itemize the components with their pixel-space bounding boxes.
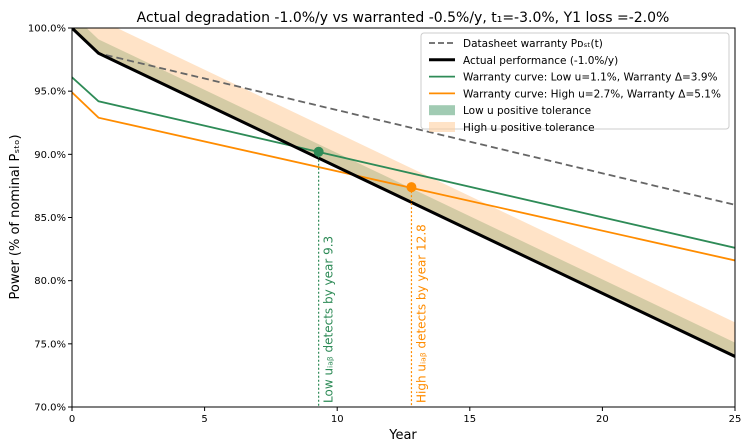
legend-label: Low u positive tolerance	[463, 105, 591, 117]
detection-marker-low-u	[313, 146, 324, 157]
detection-label-high-u: High uᵢₐᵦ detects by year 12.8	[414, 224, 428, 403]
legend-label: Actual performance (-1.0%/y)	[463, 55, 618, 67]
legend-label: High u positive tolerance	[463, 122, 595, 134]
x-tick-label: 15	[463, 414, 476, 425]
x-tick-label: 10	[331, 414, 344, 425]
x-axis-label: Year	[388, 428, 417, 443]
detection-marker-high-u	[406, 182, 417, 193]
legend-label: Warranty curve: Low u=1.1%, Warranty Δ=3…	[463, 72, 717, 84]
y-tick-label: 90.0%	[34, 150, 66, 161]
y-tick-label: 70.0%	[34, 403, 66, 414]
x-tick-label: 0	[69, 414, 75, 425]
warranty-low-u-line	[72, 76, 735, 249]
actual-performance-line	[72, 28, 735, 358]
legend-label: Datasheet warranty Pᴅₛₜ(t)	[463, 38, 603, 50]
tolerance-band-high-u	[72, 28, 735, 357]
x-tick-label: 25	[729, 414, 742, 425]
y-tick-label: 75.0%	[34, 339, 66, 350]
y-tick-label: 100.0%	[28, 24, 66, 35]
legend: Datasheet warranty Pᴅₛₜ(t) Actual perform…	[420, 32, 730, 134]
y-tick-label: 95.0%	[34, 87, 66, 98]
x-axis: 0 5 10 15 20 25	[69, 407, 742, 425]
y-tick-label: 80.0%	[34, 276, 66, 287]
legend-frame	[420, 32, 730, 130]
plot-area: Low uᵢₐᵦ detects by year 9.3 High uᵢₐᵦ de…	[71, 27, 736, 408]
y-axis: 70.0% 75.0% 80.0% 85.0% 90.0% 95.0% 100.0%	[28, 24, 72, 414]
y-axis-label: Power (% of nominal Pₛₜₒ)	[8, 134, 23, 299]
legend-swatch-patch	[429, 105, 455, 116]
warranty-high-u-line	[72, 91, 735, 262]
x-tick-label: 20	[596, 414, 609, 425]
legend-swatch-patch	[429, 122, 455, 132]
legend-label: Warranty curve: High u=2.7%, Warranty Δ=…	[463, 88, 721, 100]
x-tick-label: 5	[201, 414, 207, 425]
chart-title: Actual degradation -1.0%/y vs warranted …	[137, 10, 670, 26]
y-tick-label: 85.0%	[34, 213, 66, 224]
detection-label-low-u: Low uᵢₐᵦ detects by year 9.3	[322, 236, 336, 403]
